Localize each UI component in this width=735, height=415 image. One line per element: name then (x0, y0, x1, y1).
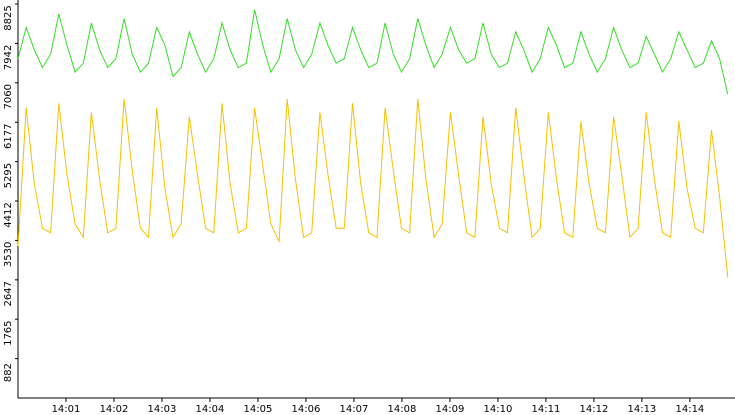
x-tick-label: 14:01 (52, 404, 81, 415)
x-tick-label: 14:04 (196, 404, 225, 415)
y-tick-label: 7060 (3, 84, 14, 109)
y-tick-label: 7942 (3, 45, 14, 70)
series-line (17, 9, 729, 95)
x-tick-label: 14:03 (148, 404, 177, 415)
x-tick-label: 14:13 (627, 404, 656, 415)
x-tick-label: 14:12 (579, 404, 608, 415)
x-tick-label: 14:09 (436, 404, 465, 415)
y-tick-label: 1765 (3, 320, 14, 345)
x-tick-label: 14:07 (340, 404, 369, 415)
y-tick-label: 3530 (3, 242, 14, 267)
y-tick-label: 4412 (3, 202, 14, 227)
x-tick-label: 14:06 (292, 404, 321, 415)
series-line (17, 98, 729, 278)
x-tick-label: 14:14 (675, 404, 704, 415)
y-tick-label: 882 (3, 363, 14, 382)
y-tick-label: 5295 (3, 163, 14, 188)
x-tick-label: 14:08 (388, 404, 417, 415)
x-tick-label: 14:10 (484, 404, 513, 415)
y-tick-label: 2647 (3, 281, 14, 306)
y-tick-label: 6177 (3, 123, 14, 148)
x-tick-label: 14:05 (244, 404, 273, 415)
y-tick-label: 8825 (3, 5, 14, 30)
x-tick-label: 14:11 (531, 404, 560, 415)
x-tick-label: 14:02 (100, 404, 129, 415)
